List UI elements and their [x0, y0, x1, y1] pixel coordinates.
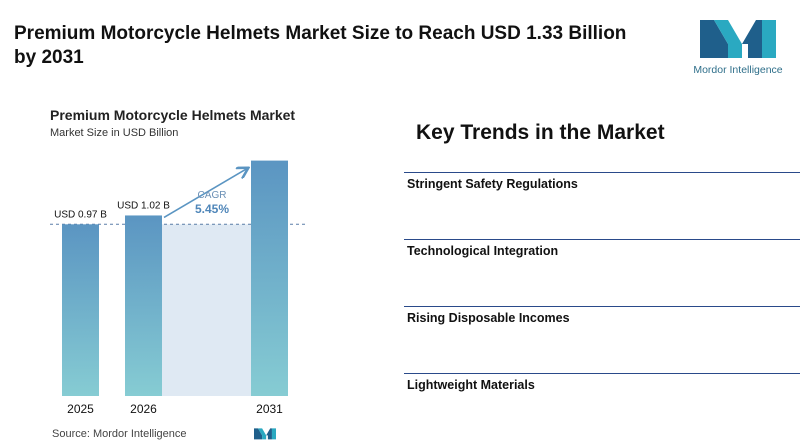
brand-logo: Mordor Intelligence — [690, 14, 786, 84]
chart-subtitle: Market Size in USD Billion — [50, 127, 179, 139]
growth-shade — [162, 224, 251, 396]
x-tick-2031: 2031 — [256, 402, 283, 416]
bar-2026 — [125, 215, 162, 396]
x-tick-2026: 2026 — [130, 402, 157, 416]
bar-2025 — [62, 224, 99, 396]
trend-item-1: Stringent Safety Regulations — [404, 172, 800, 191]
trends-title: Key Trends in the Market — [416, 121, 665, 144]
x-tick-2025: 2025 — [67, 402, 94, 416]
brand-name: Mordor Intelligence — [693, 64, 783, 76]
trend-item-3: Rising Disposable Incomes — [404, 306, 800, 325]
data-label-2025: USD 0.97 B — [54, 209, 107, 220]
chart-title: Premium Motorcycle Helmets Market — [50, 107, 296, 123]
cagr-label: CAGR — [198, 190, 227, 201]
mordor-logo-icon — [700, 20, 776, 58]
data-label-2026: USD 1.02 B — [117, 200, 170, 211]
bar-2031 — [251, 160, 288, 396]
cagr-value: 5.45% — [195, 202, 229, 216]
headline: Premium Motorcycle Helmets Market Size t… — [14, 23, 627, 68]
trend-item-4: Lightweight Materials — [404, 373, 800, 392]
cagr-arrow — [163, 169, 247, 219]
mordor-small-logo-icon — [254, 428, 276, 440]
source-note: Source: Mordor Intelligence — [52, 428, 187, 440]
trend-item-2: Technological Integration — [404, 239, 800, 258]
